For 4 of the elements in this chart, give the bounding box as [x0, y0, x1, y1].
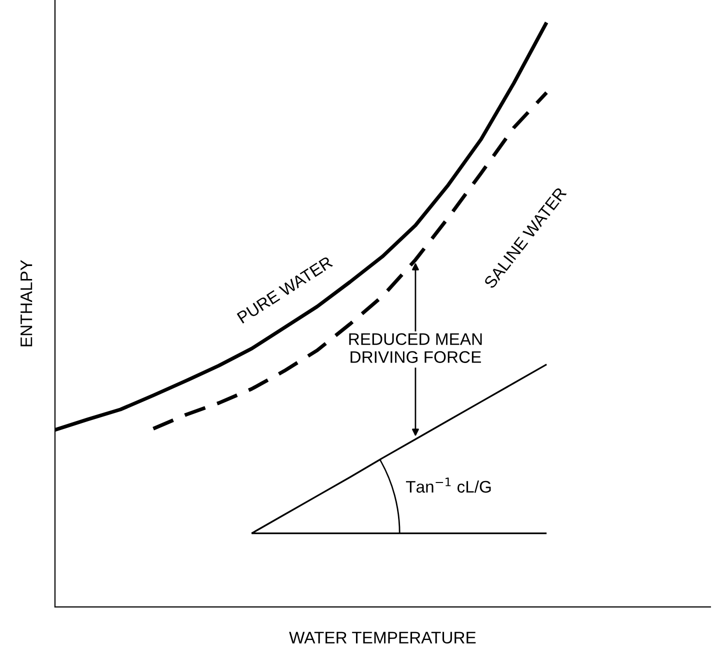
annotation: REDUCED MEAN DRIVING FORCE: [349, 333, 482, 363]
x-axis-title: WATER TEMPERATURE: [289, 632, 476, 644]
y-axis-title: ENTHALPY: [20, 260, 32, 346]
annotation: Tan$^{−1}$ cL/G: [406, 478, 491, 493]
